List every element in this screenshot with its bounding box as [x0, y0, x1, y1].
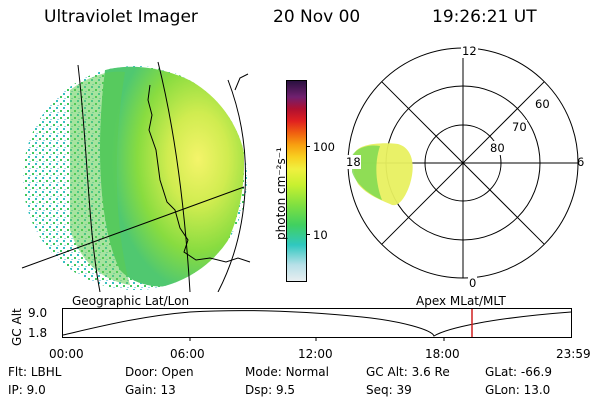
altitude-track-plot — [62, 308, 572, 341]
apex-caption: Apex MLat/MLT — [416, 294, 506, 308]
colorbar — [286, 80, 307, 282]
lat-label-70: 70 — [512, 120, 527, 134]
colorbar-tick-100 — [306, 146, 310, 147]
track-ytick-9: 9.0 — [28, 306, 48, 320]
status-glat: GLat: -66.9 — [485, 365, 552, 379]
status-glon: GLon: 13.0 — [485, 383, 551, 397]
instrument-title: Ultraviolet Imager — [44, 7, 198, 27]
track-xtick-1800: 18:00 — [425, 347, 460, 361]
colorbar-unit-label: photon cm⁻²s⁻¹ — [274, 147, 288, 240]
status-mode: Mode: Normal — [245, 365, 329, 379]
track-xtick-2359: 23:59 — [556, 347, 591, 361]
track-ylabel: GC Alt — [10, 308, 24, 346]
mlt-label-12: 12 — [461, 44, 478, 58]
mlt-label-18: 18 — [346, 155, 361, 169]
date-label: 20 Nov 00 — [273, 7, 361, 27]
status-gain: Gain: 13 — [125, 383, 176, 397]
status-seq: Seq: 39 — [366, 383, 412, 397]
status-flt: Flt: LBHL — [8, 365, 62, 379]
colorbar-tick-label-10: 10 — [313, 228, 328, 242]
track-ytick-1-8: 1.8 — [28, 326, 48, 340]
time-label: 19:26:21 UT — [432, 7, 537, 27]
polar-mlat-mlt-plot — [347, 47, 579, 279]
mlt-label-0: 0 — [468, 276, 478, 290]
status-ip: IP: 9.0 — [8, 383, 46, 397]
colorbar-tick-label-100: 100 — [313, 140, 335, 154]
lat-label-80: 80 — [490, 141, 505, 155]
geographic-caption: Geographic Lat/Lon — [72, 294, 190, 308]
track-xtick-0000: 00:00 — [49, 347, 84, 361]
track-xtick-1200: 12:00 — [298, 347, 333, 361]
status-door: Door: Open — [125, 365, 194, 379]
mlt-label-6: 6 — [577, 155, 585, 169]
colorbar-tick-10 — [306, 234, 310, 235]
track-xtick-0600: 06:00 — [170, 347, 205, 361]
lat-label-60: 60 — [535, 97, 550, 111]
status-gc-alt: GC Alt: 3.6 Re — [366, 365, 450, 379]
geographic-auroral-image — [21, 61, 251, 292]
status-dsp: Dsp: 9.5 — [245, 383, 296, 397]
